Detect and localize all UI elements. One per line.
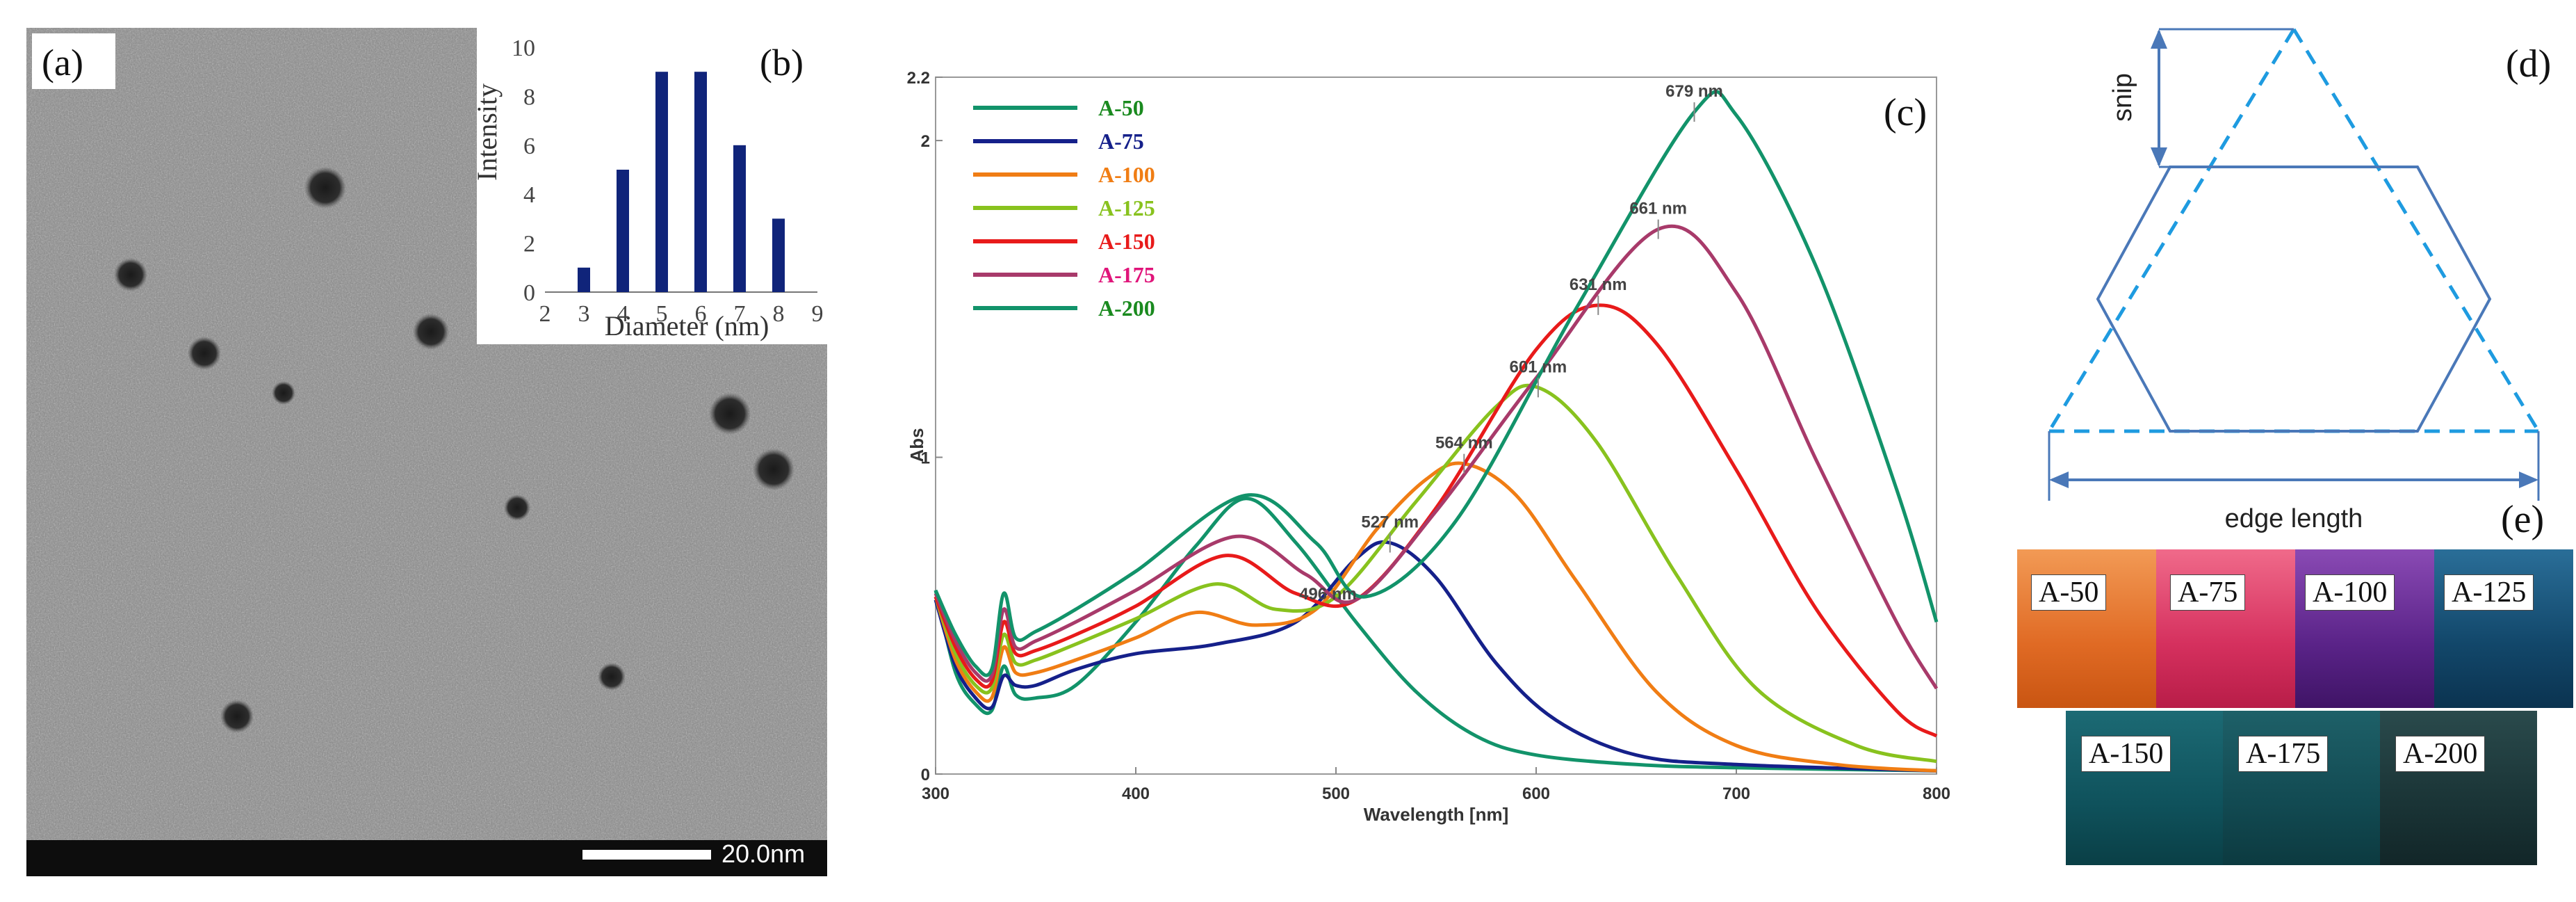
- spectrum-line-a-200: [934, 90, 1939, 677]
- vial-label-a100: A-100: [2305, 574, 2395, 611]
- legend-label: A-150: [1098, 229, 1155, 254]
- vial-label-a50: A-50: [2031, 574, 2107, 611]
- peak-label: 527 nm: [1361, 513, 1419, 532]
- hist-ytick-label: 8: [523, 84, 535, 110]
- hist-ytick-label: 10: [512, 35, 535, 61]
- hist-ytick-label: 2: [523, 232, 535, 257]
- spec-ytick-label: 2: [921, 132, 930, 151]
- snip-label: snip: [2108, 73, 2137, 122]
- vial-photo-a100: A-100: [2295, 549, 2434, 708]
- scale-bar-label: 20.0nm: [722, 839, 805, 868]
- vial-label-a175: A-175: [2238, 736, 2329, 772]
- spec-xtick-label: 700: [1722, 784, 1750, 803]
- spec-xtick-label: 400: [1122, 784, 1150, 803]
- legend-label: A-75: [1098, 129, 1144, 154]
- vial-photo-bottom-row: A-150 A-175 A-200: [2066, 711, 2537, 865]
- spectrum-line-a-150: [934, 303, 1938, 738]
- spectra-axes: 300 400 500 600 700 800 0 1 2 2.2: [907, 69, 1950, 803]
- hist-ytick-label: 6: [523, 134, 535, 159]
- vial-photo-top-row: A-50 A-75 A-100 A-125: [2017, 549, 2573, 708]
- hist-bar: [578, 267, 590, 292]
- edge-length-label: edge length: [2225, 504, 2363, 533]
- spectra-legend: A-50 A-75 A-100 A-125 A-150 A-175 A-200: [973, 95, 1155, 321]
- spectra-panel: (c) Wavelength [nm] Abs 300 400 500 600 700 8…: [904, 56, 1960, 855]
- panel-label-c: (c): [1884, 91, 1927, 134]
- spec-xtick-label: 800: [1923, 784, 1950, 803]
- hist-bar: [772, 218, 785, 292]
- peak-label: 564 nm: [1435, 434, 1493, 453]
- spectrum-line-a-125: [934, 383, 1937, 764]
- hist-xtick-label: 2: [539, 301, 551, 327]
- hist-xtick-label: 9: [812, 301, 824, 327]
- legend-label: A-200: [1098, 296, 1155, 321]
- hist-xtick-label: 6: [695, 301, 707, 327]
- truncated-triangle-diagram: (d) snip edge length (e): [2047, 28, 2551, 541]
- vial-label-a200: A-200: [2395, 736, 2486, 772]
- panel-label-a: (a): [42, 42, 83, 83]
- hist-ytick-label: 4: [523, 182, 535, 208]
- peak-label: 679 nm: [1665, 82, 1723, 101]
- triangle-geometry: [2047, 28, 2541, 501]
- hist-bar: [655, 72, 668, 292]
- hist-xtick-label: 7: [734, 301, 746, 327]
- legend-label: A-175: [1098, 262, 1155, 287]
- tem-image-panel: 20.0nm (a) Intensity Diameter (nm) (b) 0…: [26, 28, 827, 876]
- legend-label: A-100: [1098, 162, 1155, 187]
- peak-label: 661 nm: [1629, 200, 1687, 218]
- spectra-frame: [935, 76, 1937, 775]
- spectra-ylabel: Abs: [906, 428, 927, 462]
- spectra-xlabel: Wavelength [nm]: [1364, 804, 1508, 825]
- spec-ytick-label: 1: [921, 449, 930, 468]
- legend-label: A-125: [1098, 195, 1155, 220]
- vial-label-a75: A-75: [2170, 574, 2246, 611]
- hist-bar: [617, 170, 629, 292]
- hist-xlabel: Diameter (nm): [605, 310, 769, 341]
- hist-bar: [694, 72, 707, 292]
- spec-xtick-label: 600: [1522, 784, 1550, 803]
- hist-xtick-label: 3: [578, 301, 590, 327]
- vial-photo-a175: A-175: [2223, 711, 2380, 865]
- panel-a-box: [32, 33, 115, 89]
- nanoparticles: [114, 167, 794, 733]
- peak-label: 601 nm: [1510, 357, 1567, 376]
- hist-xtick-label: 4: [617, 301, 629, 327]
- legend-label: A-50: [1098, 95, 1144, 120]
- spec-ytick-label: 2.2: [907, 69, 930, 88]
- spectrum-line-a-175: [934, 224, 1939, 690]
- spectrum-line-a-100: [934, 461, 1937, 773]
- peak-label: 631 nm: [1570, 275, 1627, 294]
- hist-ytick-label: 0: [523, 280, 535, 306]
- spec-ytick-label: 0: [921, 766, 930, 784]
- annotation-label: 496 nm: [1299, 585, 1357, 604]
- vial-photo-a75: A-75: [2156, 549, 2295, 708]
- snip-diagram-panel: (d) snip edge length (e) A-50 A-75: [2002, 0, 2576, 902]
- spec-xtick-label: 300: [922, 784, 949, 803]
- vial-photo-a150: A-150: [2066, 711, 2223, 865]
- vial-label-a150: A-150: [2081, 736, 2171, 772]
- panel-label-d: (d): [2506, 42, 2551, 86]
- panel-label-e: (e): [2501, 498, 2544, 541]
- hist-ylabel: Intensity: [477, 83, 503, 181]
- spectra-peak-labels: 527 nm 601 nm 631 nm 661 nm 679 nm 496 nm 564 …: [1299, 82, 1723, 604]
- hist-xtick-label: 5: [656, 301, 668, 327]
- vial-photo-a200: A-200: [2380, 711, 2537, 865]
- vial-label-a125: A-125: [2444, 574, 2534, 611]
- scale-bar: [582, 850, 711, 860]
- spectra-chart: (c) Wavelength [nm] Abs 300 400 500 600 700 8…: [906, 69, 1950, 825]
- vial-photo-a50: A-50: [2017, 549, 2156, 708]
- spectra-series: [934, 90, 1939, 773]
- panel-label-b: (b): [760, 42, 804, 83]
- hist-xtick-label: 8: [773, 301, 785, 327]
- vial-photo-a125: A-125: [2434, 549, 2573, 708]
- spec-xtick-label: 500: [1322, 784, 1350, 803]
- hist-bar: [733, 145, 746, 292]
